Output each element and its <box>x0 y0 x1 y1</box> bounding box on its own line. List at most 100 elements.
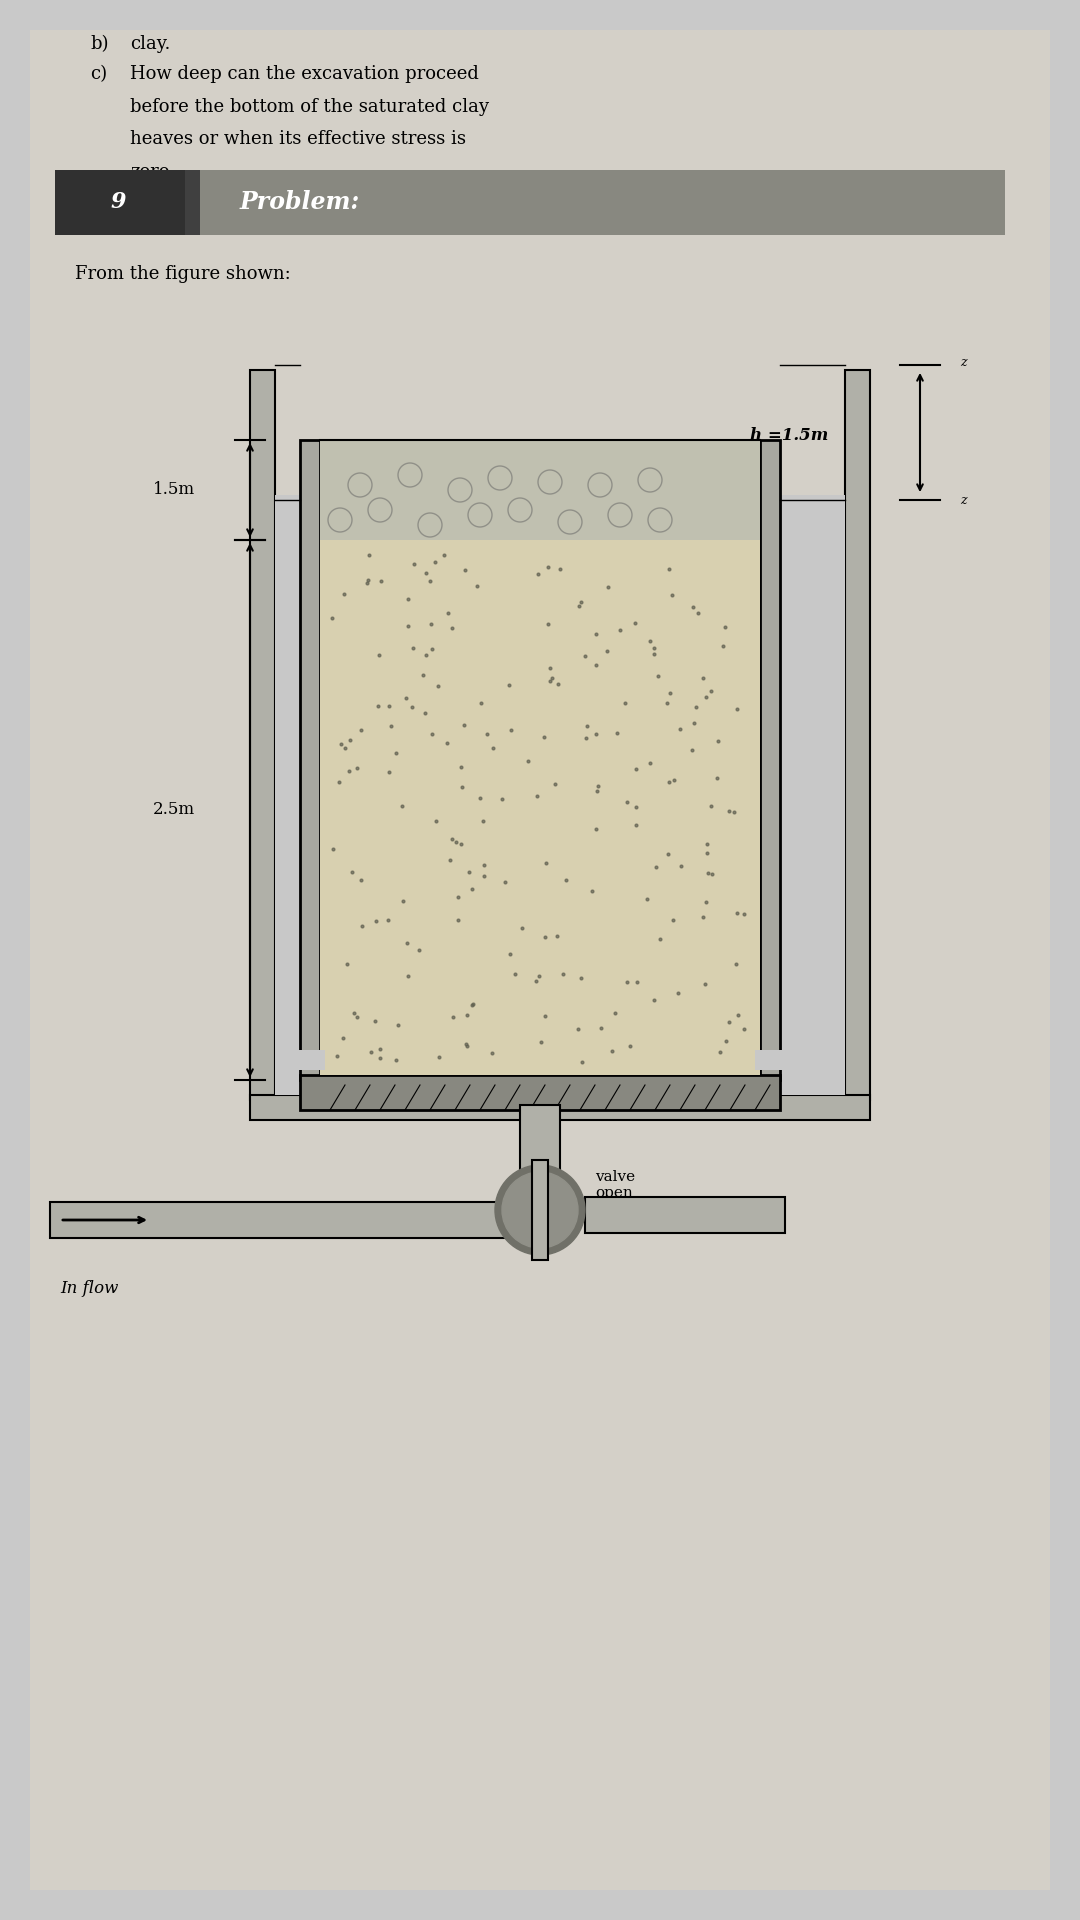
Point <box>387 1044 404 1075</box>
Point <box>457 1029 474 1060</box>
Point <box>588 618 605 649</box>
Point <box>348 1000 365 1031</box>
Point <box>369 691 387 722</box>
Point <box>598 636 616 666</box>
Text: In flow: In flow <box>60 1281 119 1298</box>
Point <box>389 1010 406 1041</box>
Point <box>324 603 341 634</box>
Point <box>397 684 415 714</box>
Point <box>400 584 417 614</box>
Text: 1.5m: 1.5m <box>153 482 195 499</box>
Point <box>661 678 678 708</box>
Bar <box>249 371 275 1100</box>
Text: valve
open: valve open <box>595 1169 635 1200</box>
Point <box>501 670 518 701</box>
Point <box>569 1014 586 1044</box>
Circle shape <box>502 1171 578 1248</box>
Point <box>627 810 645 841</box>
Point <box>418 639 435 670</box>
Point <box>453 829 470 860</box>
Point <box>572 962 590 993</box>
Point <box>735 899 753 929</box>
Point <box>729 899 746 929</box>
Point <box>539 609 556 639</box>
Point <box>586 718 604 749</box>
Point <box>715 630 732 660</box>
Point <box>698 837 715 868</box>
Point <box>720 797 738 828</box>
Bar <box>780 495 845 1094</box>
Point <box>367 906 384 937</box>
Point <box>444 612 461 643</box>
Point <box>330 768 348 799</box>
Point <box>417 559 434 589</box>
Point <box>440 597 457 628</box>
Point <box>380 691 397 722</box>
Point <box>455 710 472 741</box>
Point <box>645 985 662 1016</box>
Point <box>448 826 465 856</box>
Point <box>472 687 489 718</box>
Text: clay.: clay. <box>130 35 171 54</box>
Point <box>335 1023 352 1054</box>
Point <box>353 864 370 895</box>
Point <box>684 591 701 622</box>
Point <box>672 851 689 881</box>
Point <box>336 578 353 609</box>
Point <box>352 714 369 745</box>
Point <box>361 540 378 570</box>
Point <box>572 588 590 618</box>
Point <box>540 551 557 582</box>
Point <box>551 553 568 584</box>
Point <box>535 722 552 753</box>
Text: heaves or when its effective stress is: heaves or when its effective stress is <box>130 131 465 148</box>
Point <box>353 910 370 941</box>
Point <box>443 824 460 854</box>
Bar <box>50 1202 540 1238</box>
Point <box>485 733 502 764</box>
Point <box>638 883 656 914</box>
Point <box>421 564 438 595</box>
Point <box>619 968 636 998</box>
Bar <box>845 371 870 1100</box>
Point <box>417 697 434 728</box>
Point <box>530 960 548 991</box>
Text: zero.: zero. <box>130 163 175 180</box>
Point <box>346 996 363 1027</box>
Point <box>360 564 377 595</box>
Bar <box>755 1050 785 1069</box>
Point <box>456 555 473 586</box>
Point <box>577 639 594 670</box>
Point <box>557 864 575 895</box>
Point <box>460 856 477 887</box>
Point <box>694 902 712 933</box>
Point <box>400 960 417 991</box>
Point <box>642 749 659 780</box>
Point <box>599 572 617 603</box>
Point <box>454 772 471 803</box>
Text: Sand: Sand <box>515 831 565 849</box>
Point <box>359 568 376 599</box>
Bar <box>249 1094 870 1119</box>
Point <box>726 797 743 828</box>
Point <box>621 1031 638 1062</box>
Point <box>394 885 411 916</box>
Point <box>649 660 666 691</box>
Point <box>671 714 688 745</box>
Text: z: z <box>960 355 967 369</box>
Point <box>484 1037 501 1068</box>
Point <box>544 662 562 693</box>
Bar <box>275 495 300 1094</box>
Bar <box>300 1075 780 1110</box>
Point <box>338 948 355 979</box>
Point <box>529 781 546 812</box>
Point <box>606 998 623 1029</box>
Point <box>332 730 349 760</box>
Point <box>393 791 410 822</box>
Text: h =1.5m: h =1.5m <box>750 426 828 444</box>
Point <box>651 924 669 954</box>
Point <box>538 847 555 877</box>
Bar <box>585 1196 785 1233</box>
Point <box>415 659 432 689</box>
Text: z: z <box>960 493 967 507</box>
